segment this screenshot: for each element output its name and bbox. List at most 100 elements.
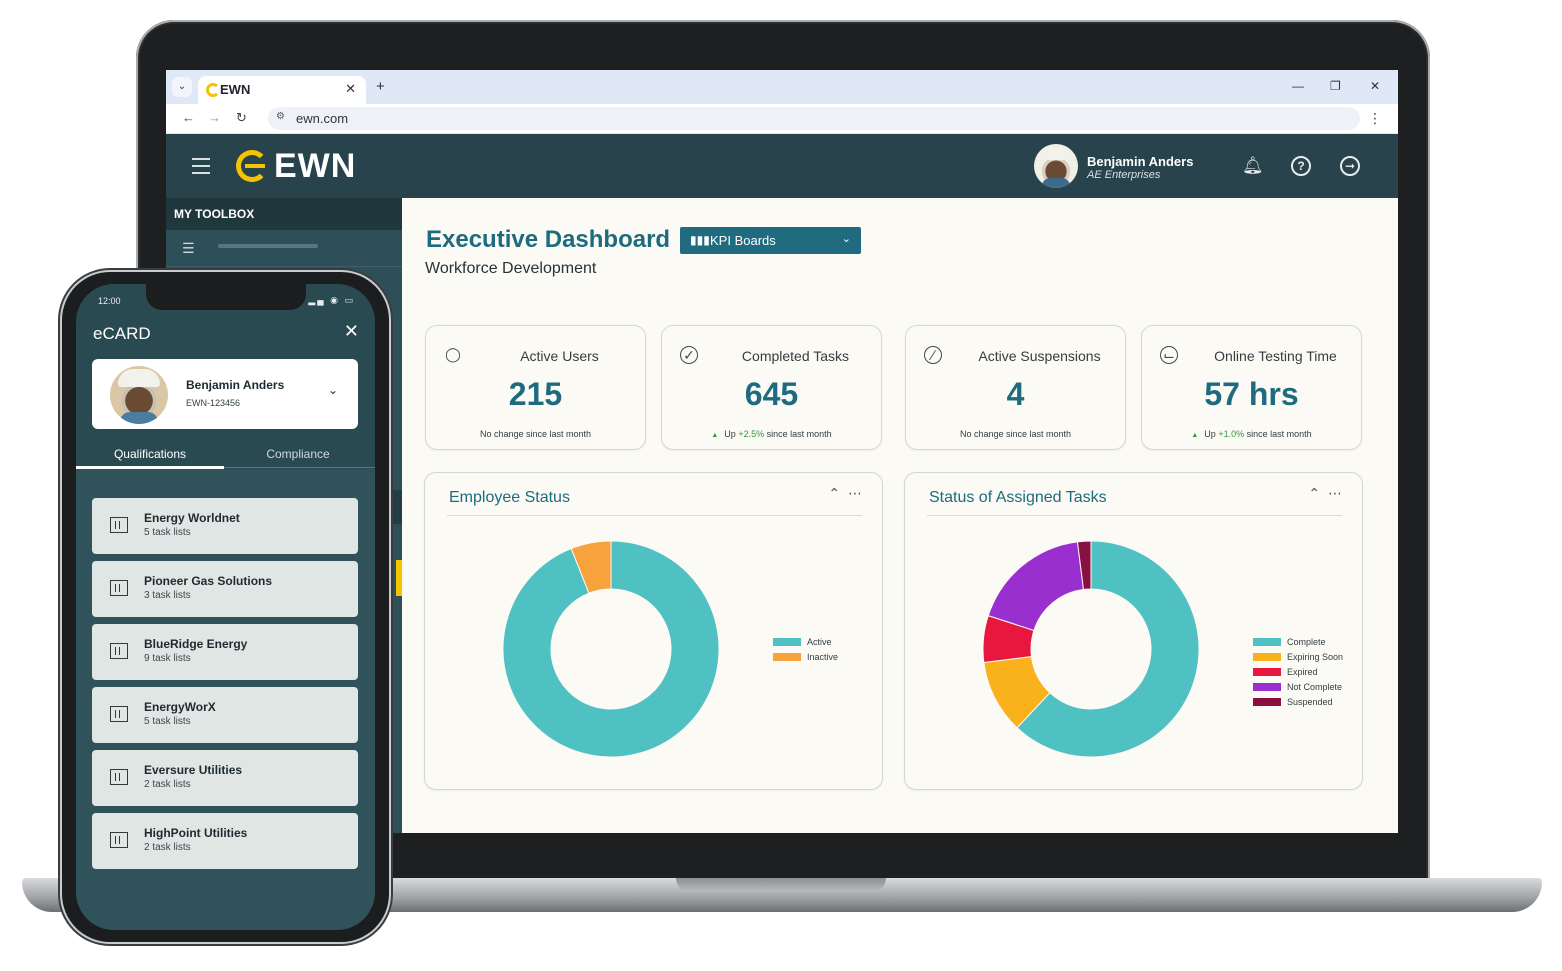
page-subtitle: Workforce Development — [425, 260, 597, 277]
tab-close-icon[interactable]: ✕ — [345, 81, 356, 96]
org-task-count: 2 task lists — [144, 779, 191, 790]
url-field[interactable]: ⚙ ewn.com — [268, 107, 1360, 130]
notifications-bell-icon[interactable]: 🔔︎ — [1242, 156, 1264, 175]
minimize-icon[interactable]: — — [1292, 79, 1304, 93]
chart-divider — [927, 515, 1342, 516]
chevron-down-icon: ⌄ — [841, 233, 851, 245]
window-close-icon[interactable]: ✕ — [1370, 79, 1381, 93]
hamburger-menu-icon[interactable] — [192, 158, 210, 174]
brand-name: EWN — [274, 147, 357, 185]
site-info-icon[interactable]: ⚙ — [276, 111, 285, 122]
list-item[interactable]: BlueRidge Energy 9 task lists — [92, 624, 358, 680]
legend-label: Not Complete — [1287, 682, 1343, 692]
close-icon[interactable]: ✕ — [343, 321, 359, 341]
user-organization: AE Enterprises — [1087, 169, 1161, 181]
active-tab-indicator — [76, 466, 224, 469]
stat-value: 215 — [508, 376, 563, 412]
browser-tabbar: ⌄ EWN ✕ + — ❐ ✕ — [166, 70, 1398, 104]
tab-compliance[interactable]: Compliance — [266, 447, 330, 461]
org-task-count: 9 task lists — [144, 653, 191, 664]
stat-note: ▲ Up +2.5% since last month — [711, 429, 832, 439]
clock-icon: ⌙ — [1160, 346, 1178, 364]
stat-card-active-users: ◯ Active Users 215 No change since last … — [425, 325, 646, 450]
building-icon — [110, 706, 128, 722]
browser-tab[interactable]: EWN ✕ — [198, 76, 366, 104]
trend-up-icon: ▲ — [1191, 432, 1199, 439]
more-options-icon[interactable]: ⋯ — [848, 485, 864, 501]
tabs-divider — [76, 467, 375, 468]
restore-icon[interactable]: ❐ — [1330, 79, 1341, 93]
change-value: +1.0% — [1218, 429, 1245, 439]
building-icon — [110, 580, 128, 596]
kpi-boards-label: KPI Boards — [710, 233, 776, 248]
app-header: EWN Benjamin Anders AE Enterprises 🔔︎ ? … — [166, 134, 1398, 198]
sidebar-item-placeholder[interactable] — [218, 244, 318, 248]
stat-value: 4 — [1006, 376, 1025, 412]
user-avatar[interactable] — [1034, 144, 1078, 188]
back-icon[interactable]: ← — [182, 110, 195, 125]
list-item[interactable]: Pioneer Gas Solutions 3 task lists — [92, 561, 358, 617]
chart-tools: ⌃ ⋯ — [1308, 485, 1344, 502]
org-task-count: 3 task lists — [144, 590, 191, 601]
assigned-tasks-card: Status of Assigned Tasks ⌃ ⋯ Complete Exp… — [904, 472, 1363, 790]
bar-chart-icon: ▮▮▮ — [690, 233, 710, 247]
phone-screen: 12:00 ▂▄ ◉ ▭ eCARD ✕ Benjamin Anders EWN… — [76, 284, 375, 930]
chart-tools: ⌃ ⋯ — [828, 485, 864, 502]
donut-slice-inactive[interactable] — [570, 540, 612, 594]
reload-icon[interactable]: ↻ — [236, 110, 247, 125]
legend-label: Suspended — [1287, 697, 1333, 707]
chevron-down-icon[interactable]: ⌄ — [327, 383, 338, 397]
list-item[interactable]: Energy Worldnet 5 task lists — [92, 498, 358, 554]
org-name: EnergyWorX — [144, 700, 216, 714]
legend-swatch — [1253, 653, 1281, 661]
trend-up-icon: ▲ — [711, 432, 719, 439]
stat-label: Completed Tasks — [741, 348, 850, 364]
list-item[interactable]: EnergyWorX 5 task lists — [92, 687, 358, 743]
stat-label: Active Suspensions — [978, 348, 1101, 364]
list-item[interactable]: Eversure Utilities 2 task lists — [92, 750, 358, 806]
legend-swatch — [1253, 698, 1281, 706]
legend-swatch — [1253, 638, 1281, 646]
forward-icon[interactable]: → — [208, 110, 221, 125]
kpi-boards-dropdown[interactable]: ▮▮▮ KPI Boards ⌄ — [680, 227, 861, 254]
tab-search-icon[interactable]: ⌄ — [172, 77, 192, 97]
laptop-screen: ⌄ EWN ✕ + — ❐ ✕ ← → ↻ ⚙ ewn.com ⋮ EWN Be… — [166, 70, 1398, 833]
building-icon — [110, 643, 128, 659]
collapse-icon[interactable]: ⌃ — [828, 485, 843, 501]
user-name: Benjamin Anders — [1087, 154, 1194, 169]
browser-menu-icon[interactable]: ⋮ — [1368, 110, 1382, 126]
stat-note: No change since last month — [479, 429, 592, 439]
building-icon — [110, 769, 128, 785]
donut-slice-active[interactable] — [502, 540, 720, 758]
logout-icon[interactable]: ➞ — [1340, 156, 1360, 176]
user-icon: ◯ — [445, 346, 461, 362]
more-options-icon[interactable]: ⋯ — [1328, 485, 1344, 501]
change-value: +2.5% — [738, 429, 765, 439]
sidebar-item-selected-bg — [392, 490, 402, 524]
collapse-icon[interactable]: ⌃ — [1308, 485, 1323, 501]
tab-qualifications[interactable]: Qualifications — [113, 447, 187, 461]
profile-card[interactable]: Benjamin Anders EWN-123456 ⌄ — [92, 359, 358, 429]
donut-slice-suspended[interactable] — [1076, 540, 1092, 591]
org-name: BlueRidge Energy — [144, 637, 248, 651]
legend-swatch — [1253, 668, 1281, 676]
chart-title: Employee Status — [449, 489, 570, 506]
laptop-notch — [676, 878, 886, 892]
org-name: Energy Worldnet — [144, 511, 240, 525]
legend-label: Complete — [1287, 637, 1326, 647]
url-text: ewn.com — [296, 111, 349, 126]
building-icon — [110, 832, 128, 848]
legend-label: Active — [807, 637, 832, 647]
donut-slice-complete[interactable] — [1016, 540, 1200, 758]
ewn-logo-icon — [236, 150, 268, 182]
new-tab-icon[interactable]: + — [376, 78, 385, 95]
list-item[interactable]: HighPoint Utilities 2 task lists — [92, 813, 358, 869]
profile-avatar — [110, 366, 168, 424]
donut-slice-not-complete[interactable] — [987, 541, 1085, 632]
org-task-count: 2 task lists — [144, 842, 191, 853]
list-icon[interactable]: ☰ — [182, 240, 195, 256]
help-icon[interactable]: ? — [1291, 156, 1311, 176]
org-name: HighPoint Utilities — [144, 826, 248, 840]
legend-label: Inactive — [807, 652, 839, 662]
assigned-tasks-donut — [982, 540, 1200, 758]
